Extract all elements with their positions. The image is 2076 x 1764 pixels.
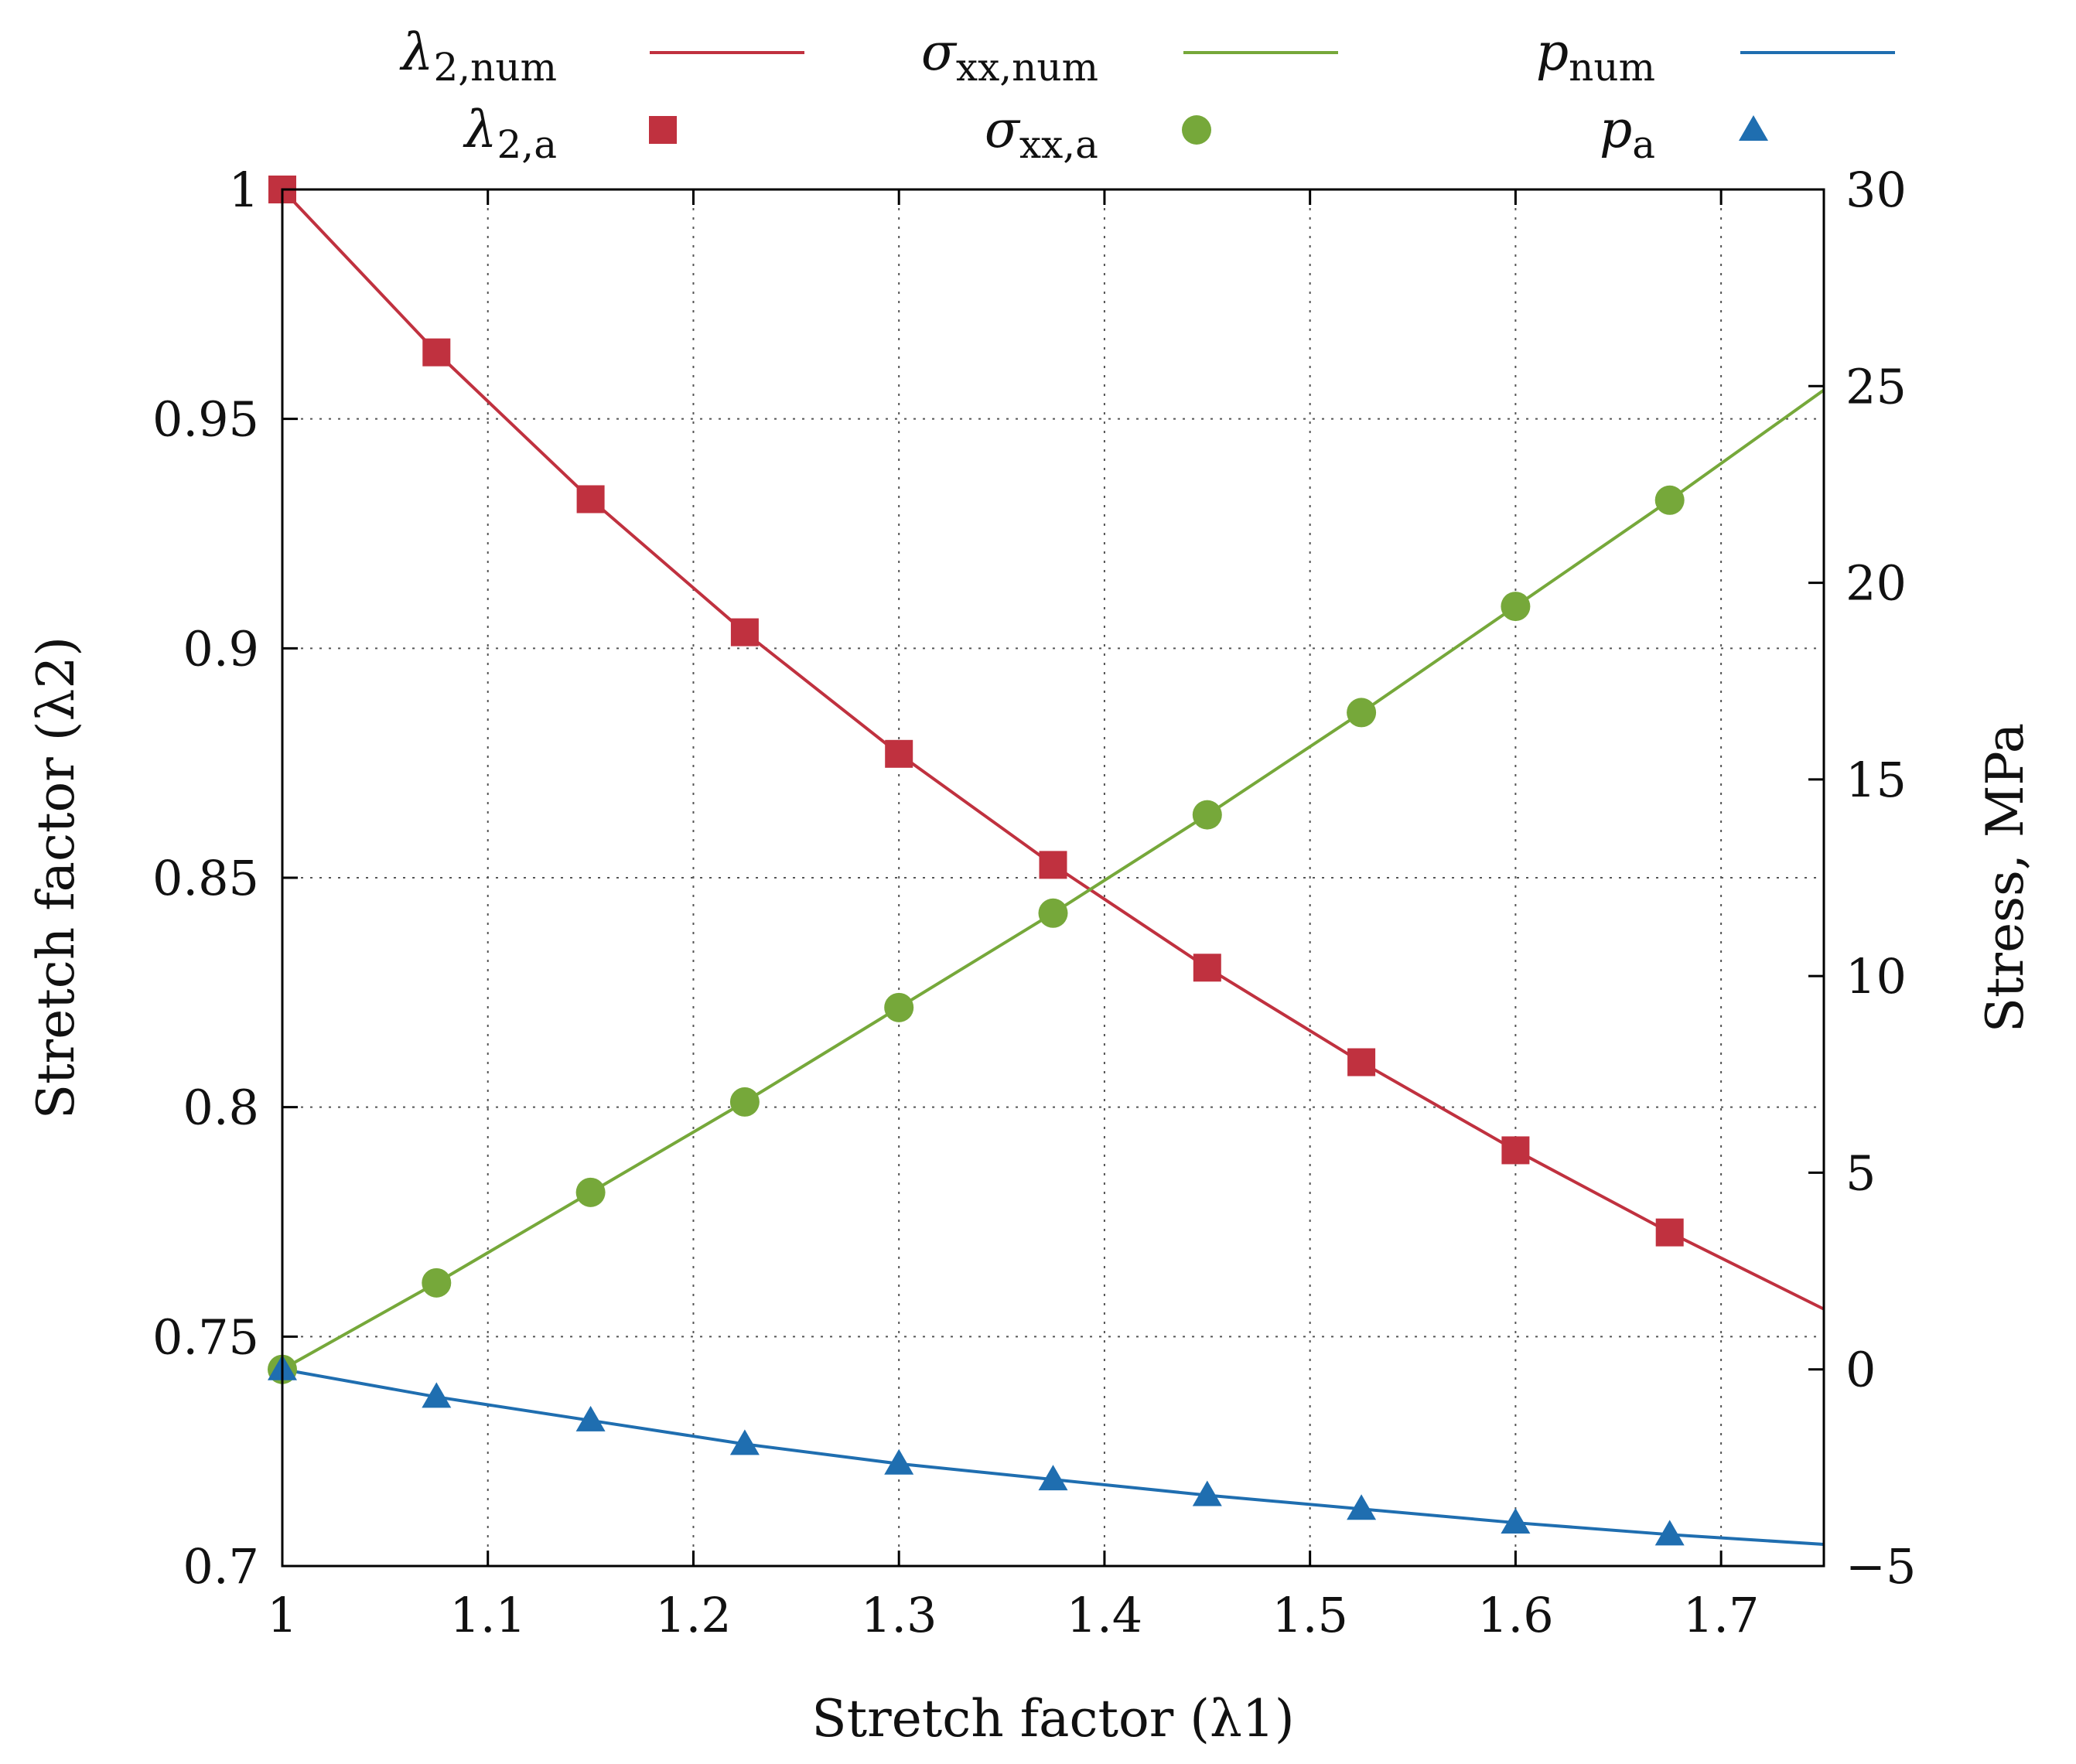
series-line-0: [281, 188, 1825, 1311]
series-line-2: [282, 1367, 1825, 1547]
legend-marker-sample-1: [1182, 115, 1211, 145]
x-tick-label: 1.2: [655, 1587, 732, 1643]
axis-tick-labels: 1 1.1 1.2 1.3 1.4 1.5 1.6 1.7 0.7 0.75 0.8 0.85 0.9 0…: [152, 162, 1916, 1643]
y2-tick-label: 10: [1846, 948, 1907, 1005]
data-point-triangle-2: [575, 1405, 606, 1431]
legend-label-line-0: λ2,num: [399, 22, 557, 90]
x-axis-title: Stretch factor (λ1): [811, 1689, 1294, 1749]
data-point-triangle-9: [1654, 1520, 1685, 1546]
data-point-square-7: [1347, 1048, 1376, 1076]
x-tick-label: 1.4: [1067, 1587, 1143, 1643]
data-point-square-4: [885, 739, 913, 768]
data-point-square-8: [1501, 1136, 1530, 1165]
data-point-circle-4: [884, 992, 914, 1022]
x-tick-label: 1.5: [1272, 1587, 1348, 1643]
data-point-triangle-1: [422, 1382, 452, 1408]
y2-axis-title: Stress, MPa: [1975, 723, 2035, 1032]
y-tick-label: 0.95: [152, 391, 259, 448]
data-point-circle-8: [1501, 592, 1531, 622]
data-point-triangle-8: [1501, 1508, 1531, 1534]
data-point-circle-2: [575, 1177, 606, 1207]
y2-tick-label: 0: [1846, 1342, 1876, 1398]
data-point-triangle-3: [729, 1429, 760, 1455]
y2-tick-label: −5: [1846, 1538, 1916, 1595]
legend-label-marker-0: λ2,a: [463, 100, 557, 167]
data-point-circle-1: [422, 1268, 452, 1298]
legend-marker-sample-0: [649, 116, 677, 144]
data-point-circle-5: [1038, 898, 1068, 928]
data-point-square-1: [422, 338, 451, 367]
y-tick-label: 0.75: [152, 1308, 259, 1365]
y2-tick-label: 5: [1846, 1145, 1876, 1201]
legend: λ2,num σxx,num pnum λ2,a σxx,a pa: [399, 22, 1895, 167]
data-point-triangle-7: [1347, 1494, 1377, 1520]
y-tick-label: 0.85: [152, 850, 259, 906]
data-point-triangle-4: [884, 1448, 914, 1475]
series-line-1: [282, 388, 1825, 1371]
y-tick-label: 0.9: [183, 620, 259, 677]
data-point-circle-9: [1654, 485, 1685, 515]
y2-tick-label: 30: [1846, 162, 1907, 218]
data-point-square-9: [1655, 1218, 1684, 1247]
x-tick-label: 1.1: [449, 1587, 526, 1643]
y-tick-label: 0.7: [183, 1538, 259, 1595]
y-axis-title: Stretch factor (λ2): [26, 636, 86, 1119]
data-point-square-2: [576, 485, 605, 514]
x-tick-label: 1.3: [861, 1587, 937, 1643]
x-tick-label: 1.6: [1477, 1587, 1554, 1643]
data-point-circle-6: [1192, 800, 1222, 830]
y2-tick-label: 25: [1846, 358, 1907, 415]
x-tick-label: 1: [267, 1587, 297, 1643]
data-point-circle-7: [1347, 698, 1377, 728]
data-point-square-6: [1193, 954, 1221, 982]
legend-marker-sample-2: [1739, 115, 1768, 141]
y-tick-label: 1: [229, 162, 259, 218]
axis-ticks: [281, 188, 1824, 1568]
legend-label-marker-2: pa: [1600, 100, 1655, 167]
data-point-square-3: [730, 618, 759, 647]
y2-tick-label: 20: [1846, 555, 1907, 612]
data-point-triangle-6: [1192, 1480, 1222, 1506]
legend-label-line-1: σxx,num: [921, 22, 1098, 90]
y2-tick-label: 15: [1846, 752, 1907, 808]
legend-label-line-2: pnum: [1536, 22, 1655, 90]
legend-label-marker-1: σxx,a: [985, 100, 1098, 167]
data-point-triangle-5: [1038, 1465, 1068, 1491]
series-markers: [268, 176, 1685, 1546]
data-point-square-5: [1039, 851, 1067, 879]
y-tick-label: 0.8: [183, 1080, 259, 1136]
x-tick-label: 1.7: [1683, 1587, 1760, 1643]
data-point-circle-3: [729, 1087, 760, 1117]
